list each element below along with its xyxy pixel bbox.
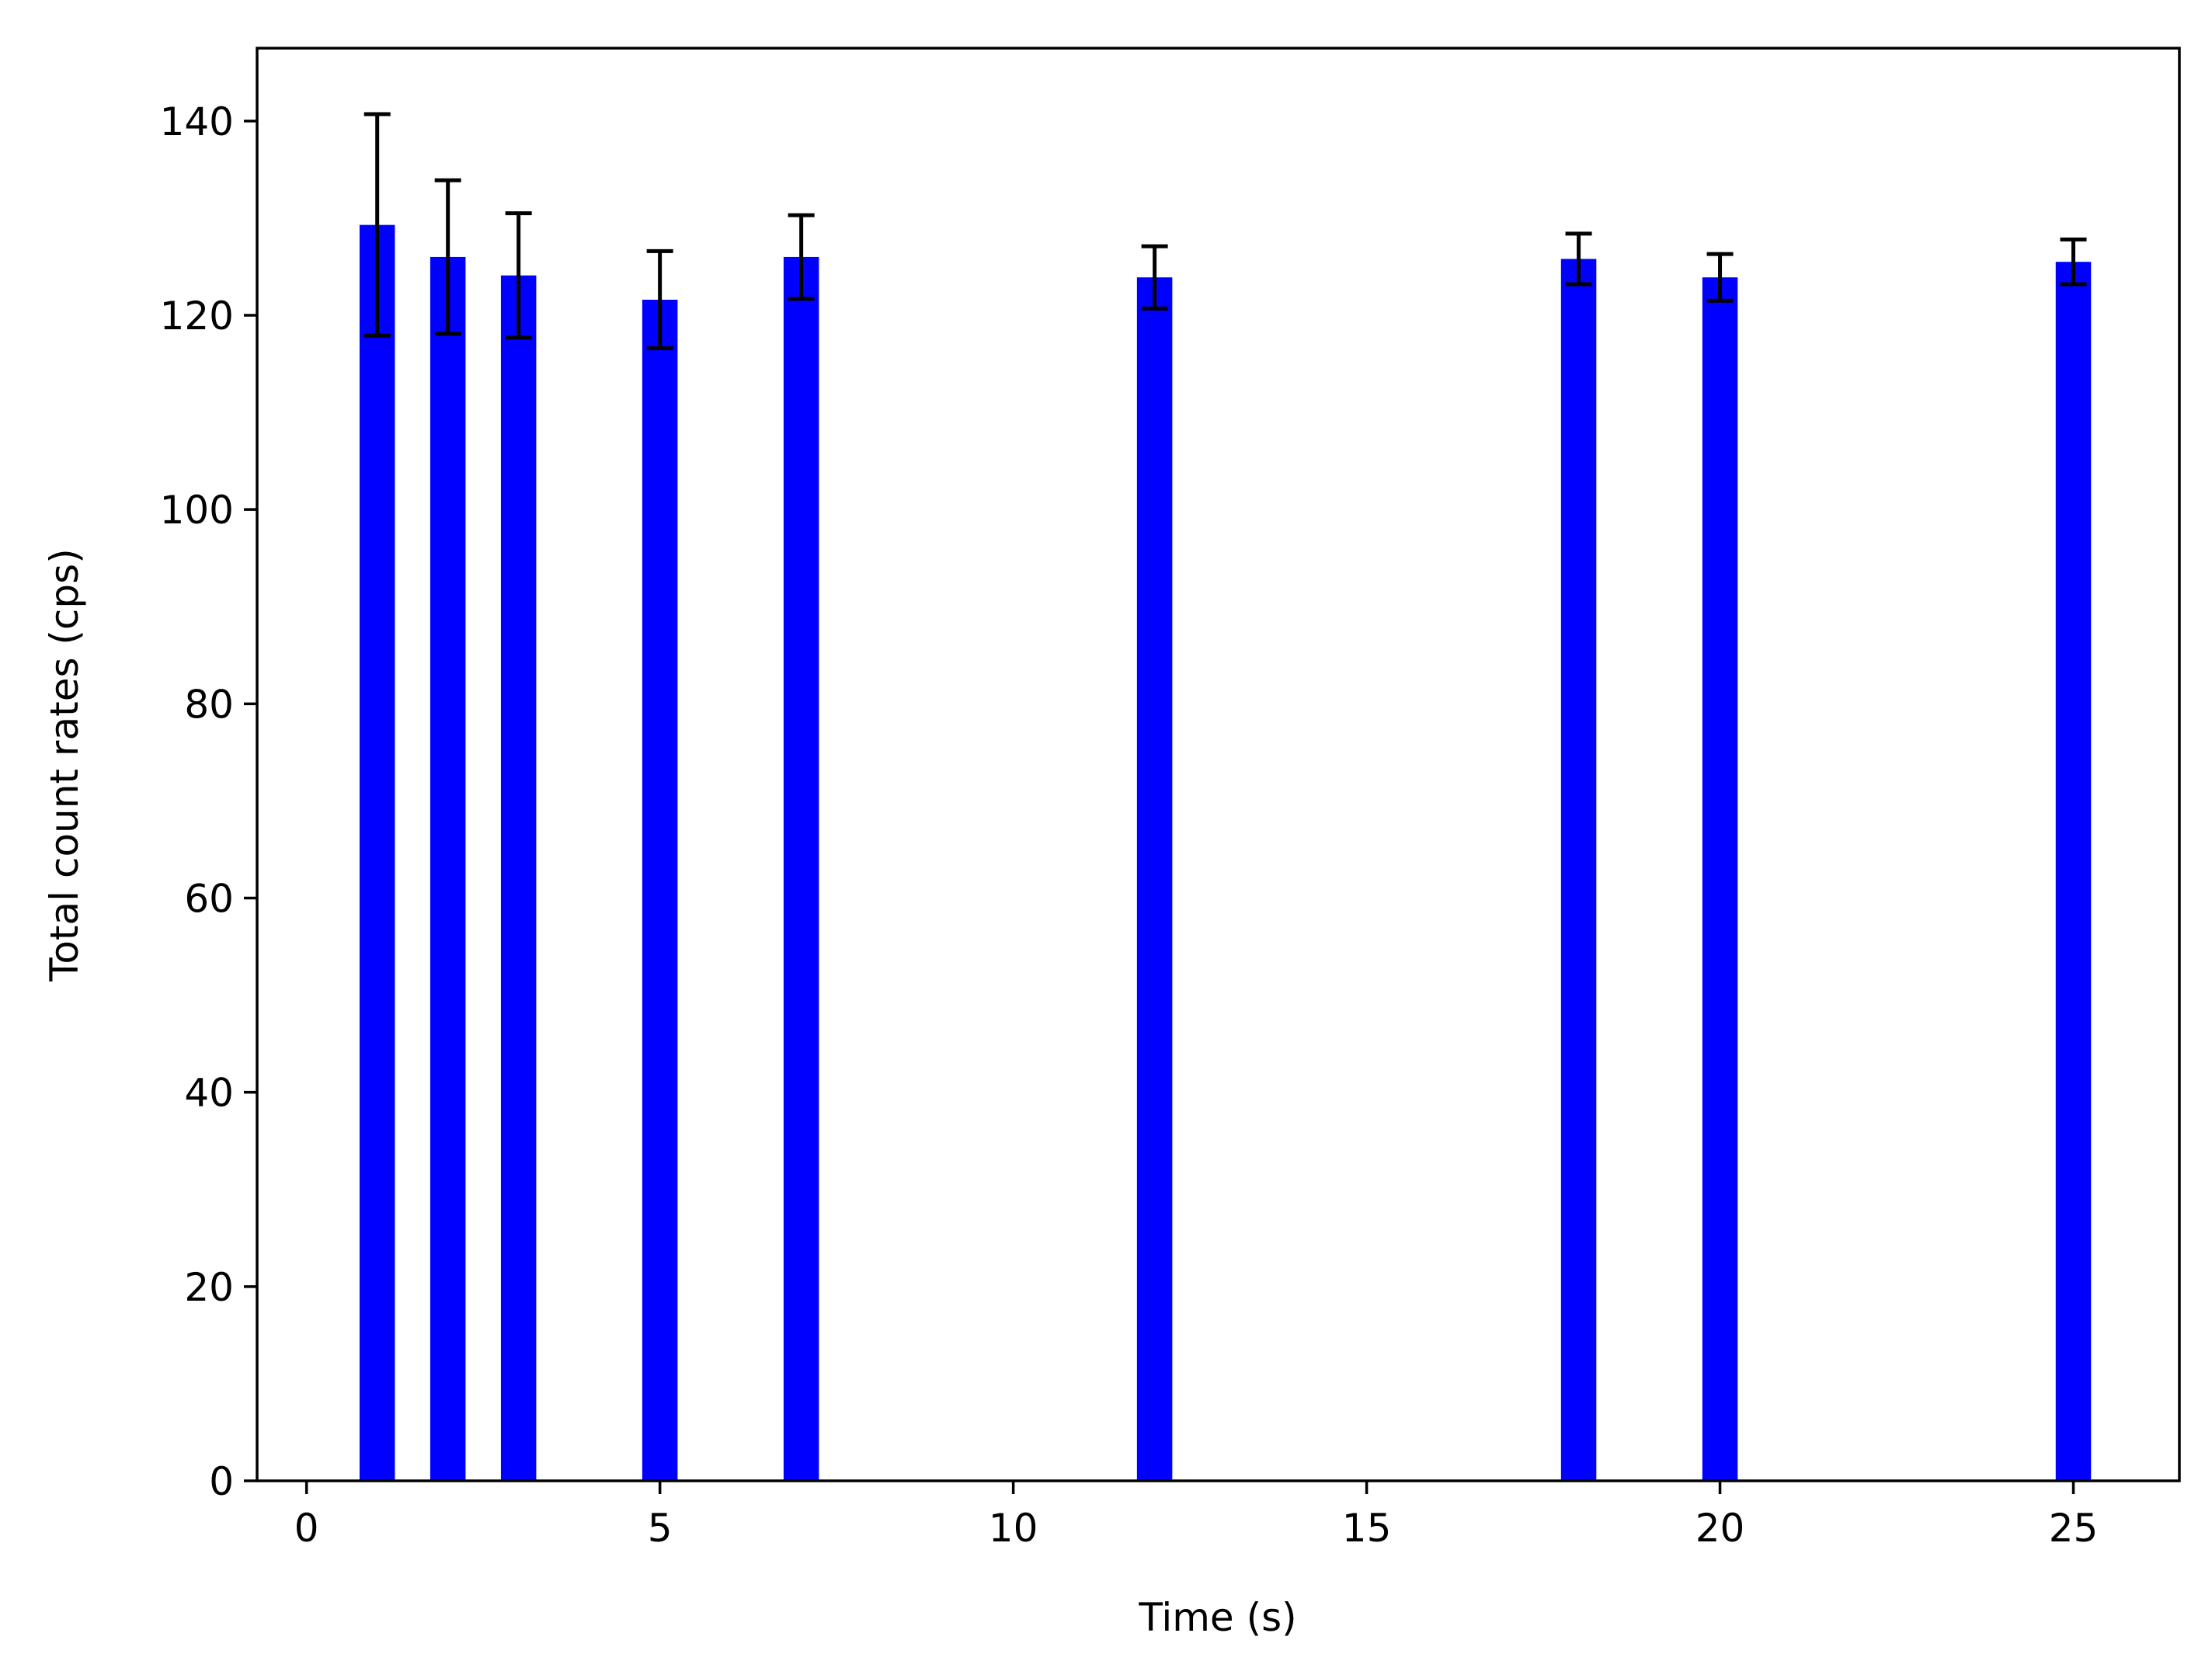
y-axis-label: Total count rates (cps) — [42, 548, 87, 982]
error-bar — [505, 211, 532, 340]
bar — [783, 256, 819, 1482]
bars-layer — [359, 224, 2092, 1482]
error-bar — [2060, 237, 2087, 287]
y-tick-label: 20 — [184, 1265, 234, 1310]
y-tick-label: 0 — [209, 1459, 234, 1504]
x-tick-label: 20 — [1696, 1506, 1745, 1551]
y-tick-label: 60 — [184, 876, 234, 921]
error-bar — [1706, 252, 1734, 303]
y-tick-label: 80 — [184, 682, 234, 727]
error-bar — [646, 248, 673, 351]
error-bar — [788, 213, 815, 301]
x-axis-label: Time (s) — [1138, 1595, 1296, 1640]
error-bar — [1141, 244, 1168, 311]
y-tick-label: 40 — [184, 1071, 234, 1116]
bar — [1702, 277, 1738, 1482]
y-tick-label: 140 — [160, 99, 234, 144]
x-axis-ticks: 0 5 10 15 20 25 — [294, 1481, 2099, 1551]
x-tick-label: 10 — [989, 1506, 1038, 1551]
bar — [1136, 277, 1173, 1482]
x-tick-label: 5 — [648, 1506, 673, 1551]
error-bar — [363, 112, 391, 338]
bar — [430, 256, 466, 1482]
plot-frame — [256, 47, 2181, 1482]
x-tick-label: 25 — [2049, 1506, 2099, 1551]
y-axis-ticks: 0 20 40 60 80 100 120 140 — [160, 99, 257, 1504]
y-tick-label: 120 — [160, 294, 234, 339]
bar — [500, 275, 537, 1482]
bar — [642, 299, 678, 1481]
errorbars-layer — [363, 112, 2087, 351]
bar — [1560, 259, 1597, 1482]
error-bar — [1565, 231, 1592, 287]
error-bar — [434, 178, 461, 336]
bar — [359, 224, 395, 1481]
x-tick-label: 15 — [1342, 1506, 1392, 1551]
x-tick-label: 0 — [294, 1506, 319, 1551]
bar — [2055, 262, 2092, 1482]
y-tick-label: 100 — [160, 488, 234, 533]
